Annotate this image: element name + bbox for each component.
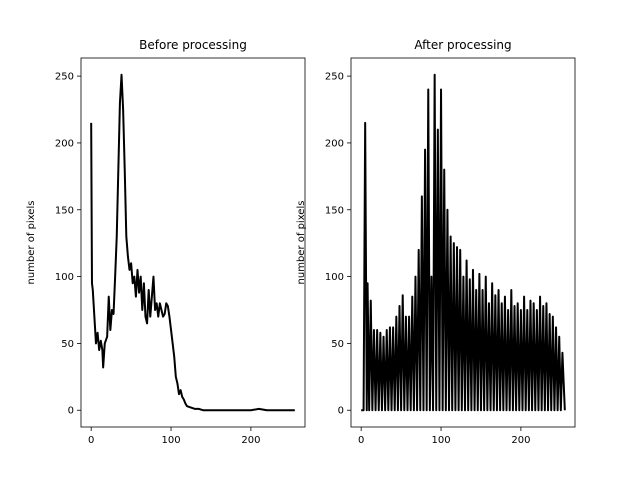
- y-tick-label: 200: [55, 138, 74, 149]
- y-tick-label: 50: [331, 339, 344, 350]
- x-tick-label: 100: [161, 435, 180, 446]
- y-axis-label: number of pixels: [26, 201, 37, 285]
- x-tick-label: 0: [88, 435, 94, 446]
- y-tick-label: 200: [325, 138, 344, 149]
- data-line: [361, 73, 566, 412]
- x-tick-label: 200: [241, 435, 260, 446]
- y-tick-label: 250: [55, 72, 74, 83]
- x-tick-label: 200: [511, 435, 530, 446]
- y-tick-label: 0: [68, 406, 74, 417]
- y-tick-label: 100: [55, 272, 74, 283]
- chart-title: After processing: [414, 38, 511, 52]
- y-tick-label: 150: [325, 205, 344, 216]
- y-tick-label: 100: [325, 272, 344, 283]
- y-tick-label: 50: [61, 339, 74, 350]
- y-tick-label: 150: [55, 205, 74, 216]
- chart-title: Before processing: [139, 38, 247, 52]
- axes-frame: [350, 57, 576, 428]
- x-tick-label: 0: [358, 435, 364, 446]
- data-line: [90, 73, 295, 412]
- axes-frame: [80, 57, 306, 428]
- y-axis-label: number of pixels: [296, 201, 307, 285]
- y-tick-label: 0: [338, 406, 344, 417]
- x-tick-label: 100: [431, 435, 450, 446]
- y-tick-label: 250: [325, 72, 344, 83]
